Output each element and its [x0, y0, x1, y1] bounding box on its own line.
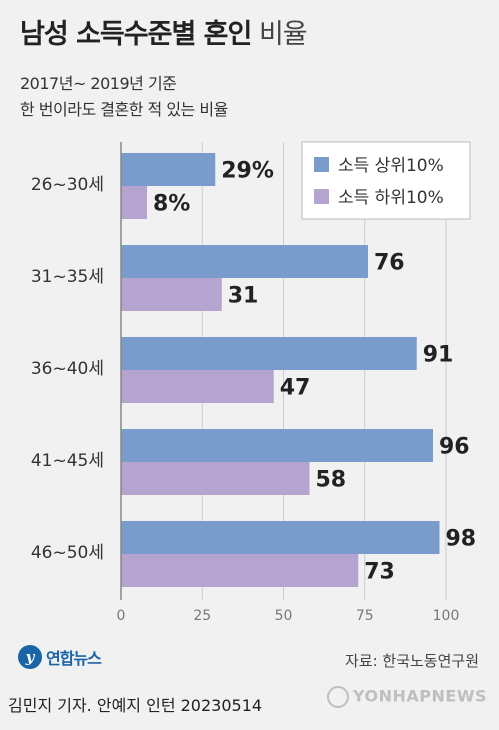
bar-bottom: [121, 370, 274, 403]
legend-box: [301, 141, 471, 220]
byline: 김민지 기자. 안예지 인턴 20230514: [8, 696, 263, 715]
data-label: 73: [364, 560, 395, 585]
source-text: 자료: 한국노동연구원: [344, 652, 479, 670]
bar-bottom: [121, 186, 147, 219]
data-label: 31: [228, 284, 259, 309]
x-tick-label: 25: [193, 608, 211, 624]
bar-top: [121, 337, 417, 370]
data-label: 8%: [153, 192, 190, 217]
data-label: 76: [374, 251, 405, 276]
category-label: 46~50세: [31, 543, 104, 563]
watermark: YONHAPNEWS: [327, 686, 487, 708]
bar-chart: 0 25 50 75 100 26~30세 29% 8% 31~35세 76 31 36~40세 91 4…: [31, 141, 477, 624]
data-label: 96: [439, 435, 470, 460]
page-title: 남성 소득수준별 혼인 비율: [20, 12, 308, 51]
bar-bottom: [121, 554, 359, 587]
x-tick-label: 100: [433, 608, 460, 624]
category-label: 26~30세: [31, 175, 104, 195]
data-label: 91: [423, 343, 454, 368]
title-light: 비율: [258, 19, 308, 50]
subtitle-line1: 2017년~ 2019년 기준: [20, 74, 177, 93]
legend-swatch: [314, 157, 329, 172]
title-bold: 남성 소득수준별 혼인: [20, 19, 252, 50]
data-label: 47: [280, 376, 311, 401]
category-label: 41~45세: [31, 451, 104, 471]
bar-bottom: [121, 278, 222, 311]
data-label: 58: [316, 468, 347, 493]
logo-text: 연합뉴스: [46, 649, 102, 668]
bar-top: [121, 153, 216, 186]
bar-top: [121, 521, 440, 554]
watermark-icon: [327, 686, 349, 708]
legend-label: 소득 상위10%: [338, 156, 444, 176]
x-tick-label: 50: [275, 608, 293, 624]
x-tick-label: 75: [356, 608, 374, 624]
category-label: 36~40세: [31, 359, 104, 379]
yonhap-logo: y 연합뉴스: [18, 645, 102, 669]
bar-bottom: [121, 462, 310, 495]
category-label: 31~35세: [31, 267, 104, 287]
data-label: 29%: [221, 159, 274, 184]
legend-swatch: [314, 189, 329, 204]
bar-top: [121, 429, 433, 462]
x-tick-label: 0: [117, 608, 126, 624]
watermark-text: YONHAPNEWS: [353, 686, 487, 706]
legend-label: 소득 하위10%: [338, 188, 444, 208]
bar-top: [121, 245, 368, 278]
data-label: 98: [446, 527, 477, 552]
logo-mark-icon: y: [18, 645, 42, 669]
subtitle-line2: 한 번이라도 결혼한 적 있는 비율: [20, 100, 228, 119]
